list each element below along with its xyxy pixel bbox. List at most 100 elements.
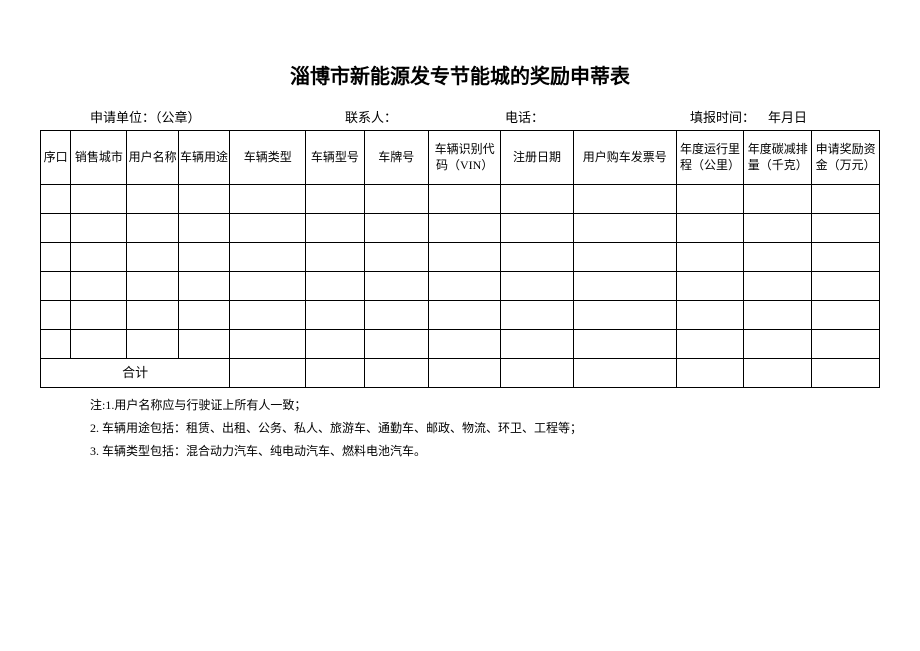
table-cell [306,243,364,272]
table-cell [676,272,744,301]
total-row: 合计 [41,359,880,388]
table-cell [744,301,812,330]
table-cell [41,243,71,272]
col-header: 年度运行里程（公里） [676,131,744,185]
table-cell [127,185,178,214]
table-row [41,185,880,214]
table-cell [178,214,229,243]
table-cell [41,214,71,243]
table-cell [178,330,229,359]
fill-time-value: 年月日 [768,110,807,125]
table-cell [501,214,573,243]
table-cell [127,243,178,272]
table-cell [230,330,306,359]
table-cell [428,185,500,214]
table-cell [573,185,676,214]
col-header: 车辆用途 [178,131,229,185]
table-row [41,301,880,330]
col-header: 车牌号 [364,131,428,185]
table-cell [71,214,127,243]
table-cell [364,243,428,272]
fill-time: 填报时间： 年月日 [690,107,870,126]
col-header: 销售城市 [71,131,127,185]
fill-time-label: 填报时间： [690,110,755,125]
table-row [41,330,880,359]
table-cell [364,214,428,243]
table-cell [178,185,229,214]
col-header: 序口 [41,131,71,185]
table-cell [501,185,573,214]
table-cell [71,301,127,330]
col-header: 注册日期 [501,131,573,185]
table-cell [428,359,500,388]
table-cell [428,301,500,330]
table-cell [676,301,744,330]
table-cell [573,214,676,243]
table-cell [306,272,364,301]
table-cell [178,243,229,272]
table-cell [306,214,364,243]
phone-label: 电话： [505,107,690,126]
table-cell [41,301,71,330]
info-row: 申请单位：（公章） 联系人： 电话： 填报时间： 年月日 [40,107,880,126]
table-cell [71,185,127,214]
table-cell [428,330,500,359]
table-cell [306,185,364,214]
table-cell [178,301,229,330]
table-cell [306,330,364,359]
table-cell [573,301,676,330]
contact-label: 联系人： [345,107,505,126]
table-cell [501,359,573,388]
table-cell [573,330,676,359]
table-cell [744,243,812,272]
table-cell [71,330,127,359]
table-row [41,243,880,272]
table-cell [364,272,428,301]
table-cell [812,272,880,301]
table-cell [71,272,127,301]
table-cell [573,243,676,272]
table-cell [364,359,428,388]
table-cell [178,272,229,301]
table-cell [812,359,880,388]
table-cell [127,272,178,301]
table-cell [573,272,676,301]
note-1: 注:1.用户名称应与行驶证上所有人一致； [90,394,880,417]
table-cell [676,359,744,388]
table-cell [501,272,573,301]
col-header: 车辆类型 [230,131,306,185]
table-cell [364,330,428,359]
table-cell [501,301,573,330]
col-header: 车辆识别代码（VIN） [428,131,500,185]
table-cell [127,301,178,330]
applicant-label: 申请单位：（公章） [90,107,345,126]
table-cell [501,243,573,272]
table-cell [306,359,364,388]
table-row [41,214,880,243]
table-cell [127,330,178,359]
table-cell [744,330,812,359]
table-row [41,272,880,301]
table-cell [364,301,428,330]
table-cell [71,243,127,272]
col-header: 用户名称 [127,131,178,185]
table-cell [41,272,71,301]
total-label: 合计 [41,359,230,388]
col-header: 申请奖励资金（万元） [812,131,880,185]
main-table: 序口 销售城市 用户名称 车辆用途 车辆类型 车辆型号 车牌号 车辆识别代码（V… [40,130,880,388]
table-cell [812,330,880,359]
table-cell [744,185,812,214]
col-header: 年度碳减排量（千克） [744,131,812,185]
table-cell [812,243,880,272]
table-cell [676,243,744,272]
table-cell [573,359,676,388]
table-cell [744,214,812,243]
table-cell [306,301,364,330]
table-cell [428,272,500,301]
table-cell [676,330,744,359]
table-cell [744,359,812,388]
col-header: 车辆型号 [306,131,364,185]
table-cell [127,214,178,243]
table-cell [428,243,500,272]
table-cell [230,272,306,301]
